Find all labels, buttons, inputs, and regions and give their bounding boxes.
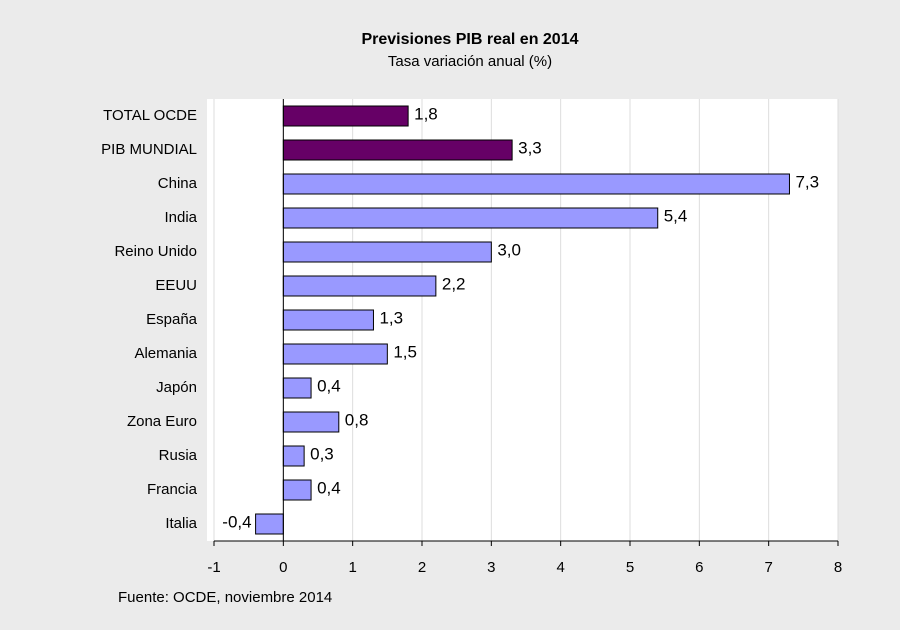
bar [282, 479, 312, 501]
bar [282, 411, 340, 433]
value-label: 1,3 [379, 308, 403, 327]
x-tick-label: 2 [418, 559, 426, 576]
bar [282, 207, 659, 229]
bar [282, 105, 409, 127]
y-tick-label: TOTAL OCDE [103, 107, 197, 124]
x-tick-label: 1 [348, 559, 356, 576]
y-tick-label: Rusia [159, 447, 198, 464]
y-tick-label: Japón [156, 379, 197, 396]
value-label: 3,0 [497, 240, 521, 259]
bar [282, 309, 374, 331]
bar [282, 275, 437, 297]
source: Fuente: OCDE, noviembre 2014 [118, 589, 332, 606]
y-tick-label: PIB MUNDIAL [101, 141, 197, 158]
value-label: 1,5 [393, 342, 417, 361]
bar [255, 513, 284, 535]
bar [282, 377, 312, 399]
value-label: 3,3 [518, 138, 542, 157]
y-tick-label: EEUU [155, 277, 197, 294]
value-label: -0,4 [222, 512, 251, 531]
x-tick-label: 7 [764, 559, 772, 576]
y-tick-label: Alemania [134, 345, 197, 362]
value-label: 1,8 [414, 104, 438, 123]
y-tick-label: Italia [165, 515, 197, 532]
x-tick-label: 6 [695, 559, 703, 576]
value-label: 0,4 [317, 376, 341, 395]
chart-subtitle: Tasa variación anual (%) [388, 53, 552, 70]
y-tick-label: Zona Euro [127, 413, 197, 430]
y-tick-label: España [146, 311, 198, 328]
bar [282, 343, 388, 365]
bar [282, 139, 513, 161]
chart-title: Previsiones PIB real en 2014 [361, 31, 578, 48]
y-tick-label: Reino Unido [114, 243, 197, 260]
x-tick-label: 8 [834, 559, 842, 576]
y-tick-label: India [164, 209, 197, 226]
y-tick-label: Francia [147, 481, 198, 498]
y-tick-label: China [158, 175, 198, 192]
x-tick-label: -1 [207, 559, 220, 576]
value-label: 7,3 [795, 172, 819, 191]
value-label: 2,2 [442, 274, 466, 293]
value-label: 5,4 [664, 206, 688, 225]
value-label: 0,8 [345, 410, 369, 429]
x-tick-label: 0 [279, 559, 287, 576]
x-tick-label: 3 [487, 559, 495, 576]
bar [282, 173, 790, 195]
bar [282, 241, 492, 263]
bar [282, 445, 305, 467]
value-label: 0,4 [317, 478, 341, 497]
value-label: 0,3 [310, 444, 334, 463]
x-tick-label: 4 [556, 559, 564, 576]
x-tick-label: 5 [626, 559, 634, 576]
